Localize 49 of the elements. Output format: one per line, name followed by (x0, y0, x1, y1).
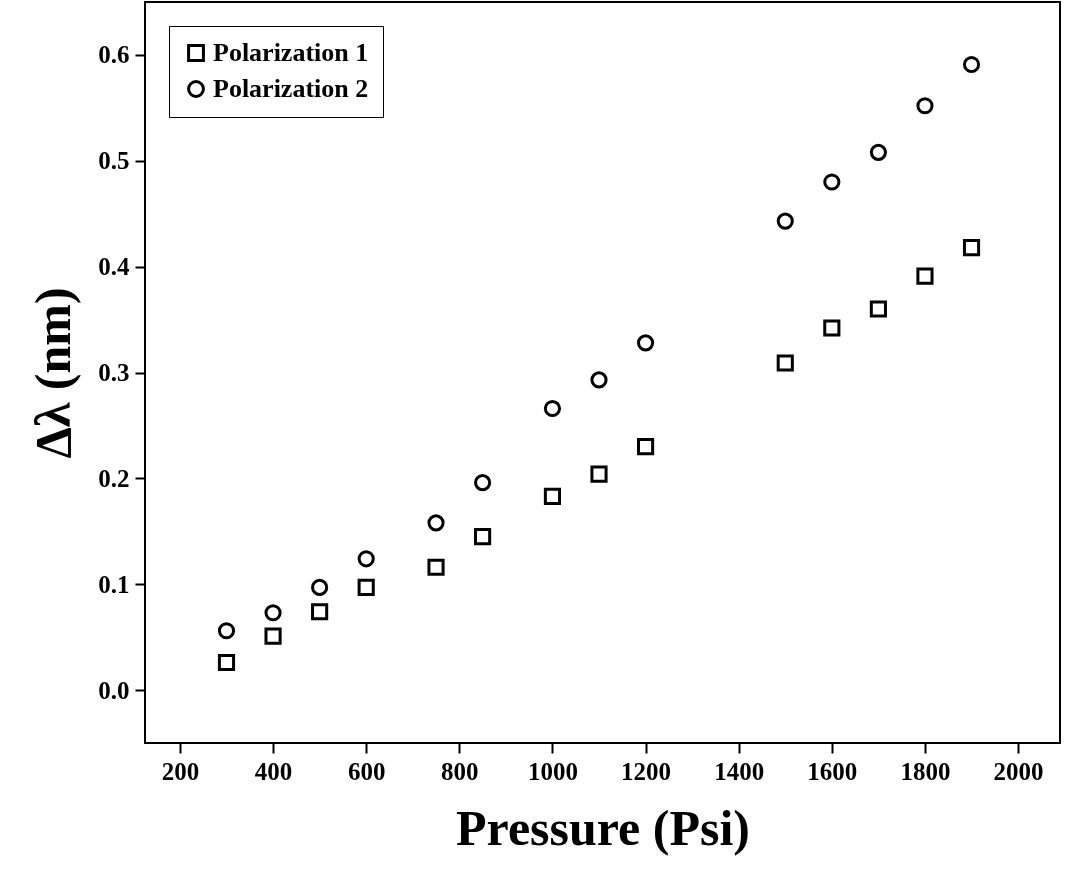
x-tick-label: 2000 (993, 757, 1044, 785)
point (427, 558, 445, 576)
y-axis-title: Δλ (nm) (25, 287, 82, 459)
point (311, 603, 329, 621)
y-tick-label: 0.5 (98, 147, 130, 175)
x-tick-label: 1000 (527, 757, 578, 785)
x-tick-label: 1200 (621, 757, 672, 785)
point (962, 55, 981, 74)
x-axis-title: Pressure (Psi) (456, 799, 750, 856)
y-tick-label: 0.2 (98, 464, 130, 492)
x-tick-label: 200 (161, 757, 200, 785)
point (217, 653, 236, 672)
point (264, 604, 282, 622)
y-tick-label: 0.0 (98, 676, 130, 704)
point (590, 371, 608, 389)
legend-label: Polarization 2 (213, 74, 369, 103)
x-tick-label: 1600 (807, 757, 858, 785)
point (869, 143, 887, 161)
point (637, 334, 655, 352)
x-tick-label: 800 (441, 757, 479, 785)
point (543, 399, 562, 418)
x-tick-label: 1800 (900, 757, 951, 785)
point (869, 300, 887, 318)
point (916, 267, 934, 285)
y-tick-label: 0.3 (98, 359, 130, 386)
legend-label: Polarization 1 (213, 38, 369, 67)
x-tick-label: 1400 (714, 757, 765, 785)
y-tick-label: 0.4 (98, 253, 130, 281)
y-tick-label: 0.1 (98, 570, 130, 598)
point (357, 550, 375, 568)
point (427, 514, 445, 532)
point (637, 438, 655, 456)
point (311, 578, 329, 596)
point (776, 212, 794, 230)
point (264, 627, 282, 645)
point (823, 319, 841, 337)
x-tick-label: 400 (254, 757, 293, 785)
point (474, 528, 492, 546)
point (474, 474, 492, 492)
point (776, 354, 794, 372)
point (962, 239, 981, 257)
y-tick-label: 0.6 (98, 41, 130, 69)
point (543, 487, 562, 505)
point (590, 465, 608, 483)
point (916, 97, 934, 115)
point (357, 578, 375, 596)
point (823, 173, 841, 191)
x-tick-label: 600 (347, 757, 386, 785)
point (217, 622, 236, 640)
